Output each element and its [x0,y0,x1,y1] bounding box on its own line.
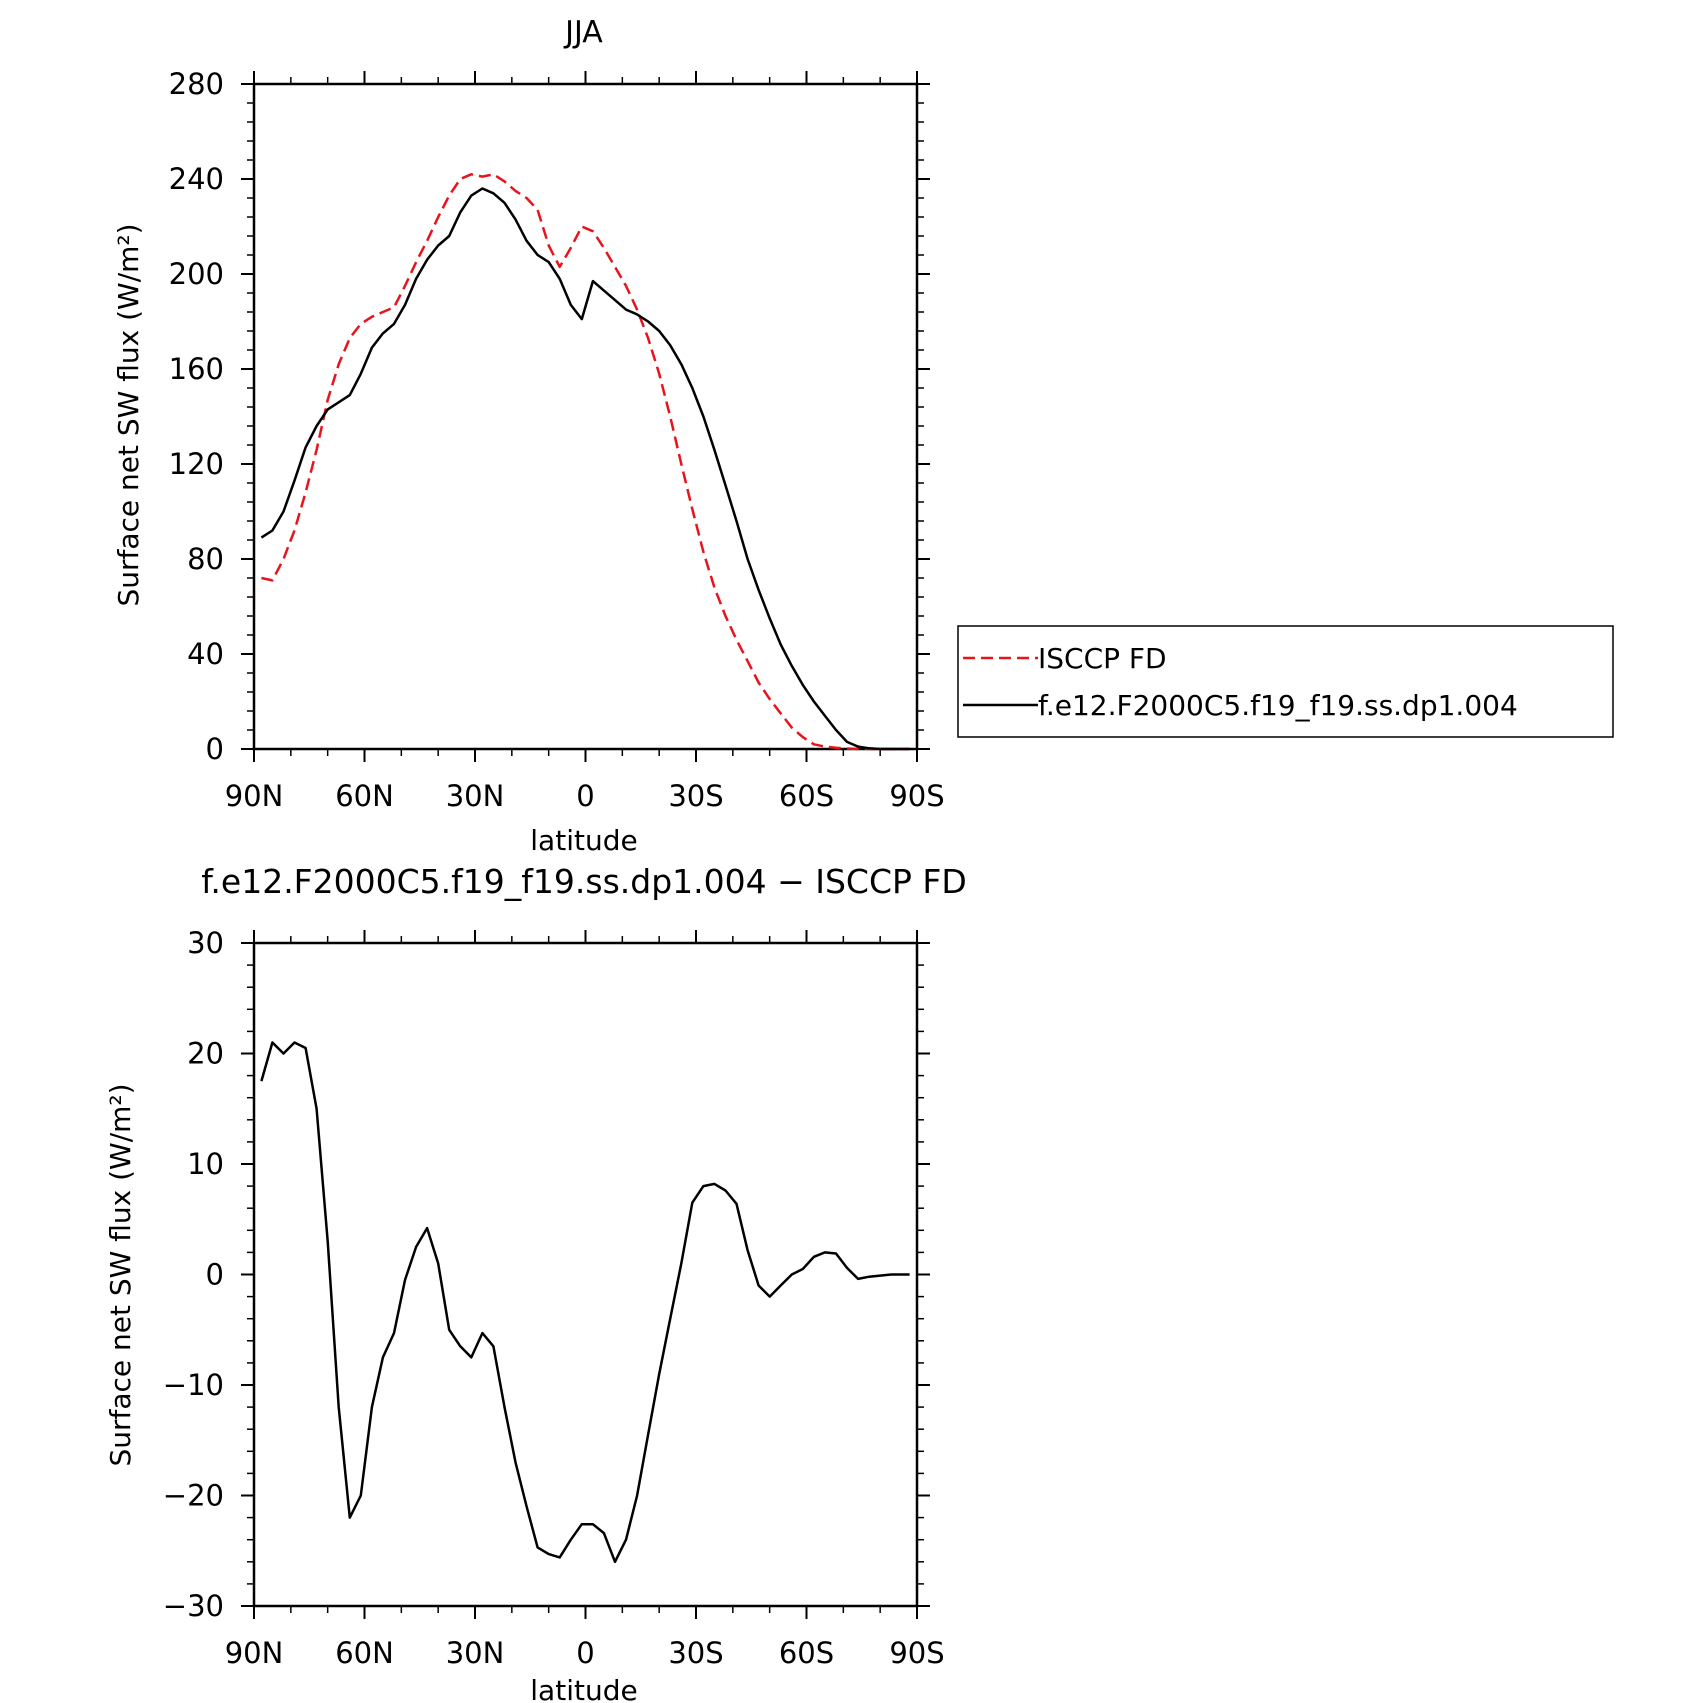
series-line-0 [261,173,910,751]
y-tick-label: −30 [163,1589,224,1623]
x-tick-label: 60N [335,1636,394,1670]
y-tick-label: 240 [169,162,224,196]
x-tick-label: 90N [225,779,284,813]
legend-label-model: f.e12.F2000C5.f19_f19.ss.dp1.004 [1038,689,1518,722]
y-tick-label: 80 [187,542,224,576]
y-tick-label: −20 [163,1479,224,1513]
x-tick-label: 30S [668,779,723,813]
x-tick-label: 30N [446,779,505,813]
x-tick-label: 0 [576,779,594,813]
y-axis-label: Surface net SW flux (W/m²) [112,223,145,606]
plot-area: 90N 60N 30N 0 30S 60S 90S 0 40 80 120 160 200 240 280 [169,67,945,813]
y-tick-label: 280 [169,67,224,101]
x-axis-label: latitude [530,1674,637,1703]
legend-label-isccp: ISCCP FD [1038,642,1167,675]
y-tick-label: 10 [187,1147,224,1181]
y-tick-label: 40 [187,637,224,671]
y-tick-label: 160 [169,352,224,386]
plot-area: 90N 60N 30N 0 30S 60S 90S −30 −20 −10 0 10 20 30 [163,926,945,1670]
series-line-1 [260,187,910,751]
x-tick-label: 90S [889,779,944,813]
legend-box [957,625,1614,738]
bottom-chart: f.e12.F2000C5.f19_f19.ss.dp1.004 − ISCCP… [104,862,967,1703]
x-tick-label: 90N [225,1636,284,1670]
x-axis-label: latitude [530,824,637,857]
legend: ISCCP FD f.e12.F2000C5.f19_f19.ss.dp1.00… [957,625,1614,738]
y-tick-label: 30 [187,926,224,960]
x-tick-label: 60N [335,779,394,813]
x-tick-label: 60S [779,1636,834,1670]
y-tick-label: 0 [206,1258,224,1292]
chart-title: JJA [563,15,603,50]
y-tick-label: 20 [187,1037,224,1071]
x-tick-label: 60S [779,779,834,813]
x-tick-label: 0 [576,1636,594,1670]
plot-frame [252,82,919,751]
y-tick-label: 0 [206,732,224,766]
chart-title: f.e12.F2000C5.f19_f19.ss.dp1.004 − ISCCP… [201,862,967,901]
y-tick-label: −10 [163,1368,224,1402]
plot-frame [252,941,919,1608]
x-tick-label: 30N [446,1636,505,1670]
series-line-0 [260,1041,910,1564]
top-chart: JJA 90N 60N 30N 0 30S 60S 90S 0 40 80 120 160 200 240… [112,15,945,857]
y-tick-label: 120 [169,447,224,481]
x-tick-label: 30S [668,1636,723,1670]
y-tick-label: 200 [169,257,224,291]
y-axis-label: Surface net SW flux (W/m²) [104,1083,137,1466]
x-tick-label: 90S [889,1636,944,1670]
